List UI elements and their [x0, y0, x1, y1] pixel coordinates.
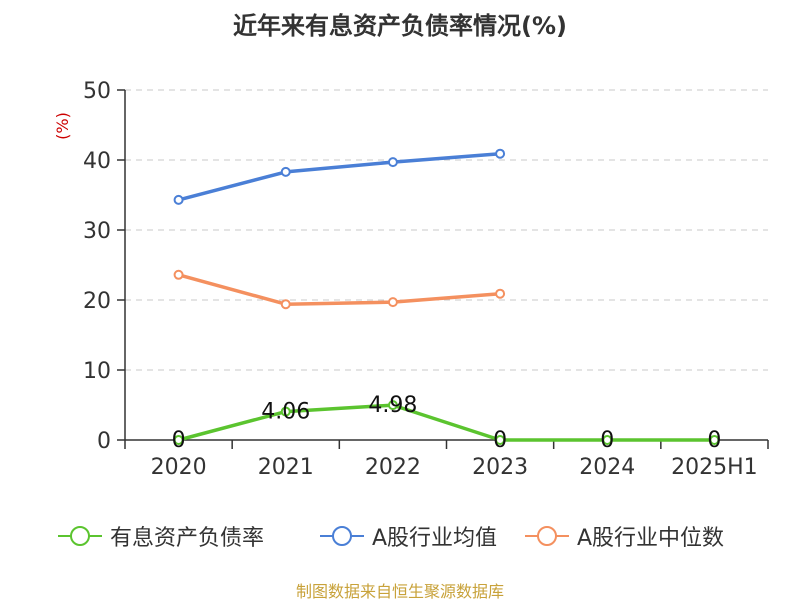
data-point: [495, 435, 506, 445]
data-point: [387, 400, 398, 411]
data-labels: 0 4.06 4.98 0 0 0: [172, 393, 722, 453]
y-tick-label: 20: [83, 289, 111, 314]
data-point: [709, 435, 720, 445]
data-point: [173, 269, 184, 280]
legend-item[interactable]: A股行业中位数: [525, 518, 724, 554]
x-tick-label: 2021: [258, 455, 314, 480]
legend-item[interactable]: A股行业均值: [320, 518, 497, 554]
data-point: [387, 157, 398, 168]
x-tick-label: 2022: [365, 455, 421, 480]
y-tick-label: 10: [83, 359, 111, 384]
data-point: [280, 166, 291, 177]
legend-marker-icon: [320, 526, 364, 546]
data-point: [280, 406, 291, 417]
data-label: 0: [493, 428, 507, 453]
data-point: [173, 194, 184, 205]
series: [173, 148, 720, 445]
x-tick-label: 2023: [472, 455, 528, 480]
data-label: 0: [707, 428, 721, 453]
data-label: 4.98: [368, 393, 417, 418]
data-label: 0: [600, 428, 614, 453]
y-tick-label: 30: [83, 219, 111, 244]
data-point: [495, 288, 506, 299]
series-line: [178, 151, 501, 202]
data-point: [495, 148, 506, 159]
x-tick-label: 2020: [151, 455, 207, 480]
series-line: [178, 403, 715, 442]
y-axis-label: (%): [53, 112, 72, 140]
x-tick-label: 2024: [579, 455, 635, 480]
x-tick-label: 2025H1: [671, 455, 758, 480]
legend-label: A股行业均值: [372, 526, 498, 551]
legend-label: 有息资产负债率: [110, 526, 265, 551]
data-label: 0: [172, 428, 186, 453]
chart-title: 近年来有息资产负债率情况(%): [233, 12, 567, 40]
legend-marker-icon: [58, 526, 102, 546]
series-line: [178, 273, 501, 306]
data-point: [280, 299, 291, 310]
legend-marker-icon: [525, 526, 569, 546]
data-point: [387, 297, 398, 308]
source-note: 制图数据来自恒生聚源数据库: [295, 582, 504, 601]
y-tick-label: 50: [83, 79, 111, 104]
y-tick-label: 40: [83, 149, 111, 174]
axes: 0 10 20 30 40 50 (%) 2020 2021 2022 2023 2024 2025H1: [53, 79, 769, 480]
data-label: 4.06: [261, 400, 310, 425]
data-point: [173, 435, 184, 445]
legend-label: A股行业中位数: [577, 526, 725, 551]
y-tick-label: 0: [97, 429, 111, 454]
legend-item[interactable]: 有息资产负债率: [58, 518, 264, 554]
grid-lines: [125, 89, 768, 371]
legend: 有息资产负债率 A股行业均值 A股行业中位数: [0, 518, 800, 554]
data-point: [602, 435, 613, 445]
